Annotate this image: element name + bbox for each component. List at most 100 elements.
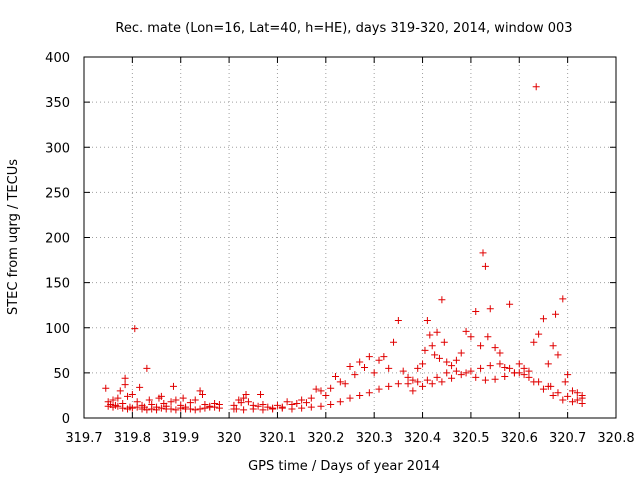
data-point	[104, 402, 112, 410]
data-point	[484, 333, 492, 341]
data-point	[486, 305, 494, 313]
data-point	[124, 405, 132, 413]
data-point	[501, 363, 509, 371]
data-point	[102, 384, 110, 392]
data-point	[179, 394, 187, 402]
data-point	[307, 394, 315, 402]
y-tick-label: 0	[62, 412, 70, 427]
data-point	[254, 402, 262, 410]
data-point	[109, 403, 117, 411]
data-point	[242, 391, 250, 399]
data-point	[293, 400, 301, 408]
data-point	[365, 353, 373, 361]
data-point	[452, 367, 460, 375]
data-point	[486, 362, 494, 370]
data-point	[172, 396, 180, 404]
data-point	[288, 405, 296, 413]
data-point	[443, 369, 451, 377]
data-point	[435, 354, 443, 362]
data-point	[559, 295, 567, 303]
data-point	[138, 405, 146, 413]
data-point	[121, 374, 129, 382]
x-tick-label: 320.1	[259, 431, 296, 446]
data-point	[419, 360, 427, 368]
data-point	[186, 405, 194, 413]
data-point	[128, 391, 136, 399]
data-point	[549, 391, 557, 399]
data-point	[116, 387, 124, 395]
data-point	[109, 396, 117, 404]
data-point	[278, 404, 286, 412]
data-point	[467, 367, 475, 375]
data-point	[198, 391, 206, 399]
data-point	[331, 372, 339, 380]
x-tick-label: 320	[217, 431, 242, 446]
data-point	[394, 317, 402, 325]
data-point	[237, 399, 245, 407]
data-point	[440, 338, 448, 346]
data-point	[167, 398, 175, 406]
data-point	[128, 404, 136, 412]
data-point	[385, 382, 393, 390]
data-point	[336, 378, 344, 386]
x-tick-label: 320.6	[501, 431, 538, 446]
data-point	[414, 364, 422, 372]
data-point	[452, 356, 460, 364]
data-point	[433, 328, 441, 336]
data-point	[157, 392, 165, 400]
data-point	[312, 385, 320, 393]
y-tick-label: 300	[45, 141, 70, 156]
data-point	[124, 392, 132, 400]
data-point	[273, 401, 281, 409]
data-point	[361, 363, 369, 371]
data-point	[426, 331, 434, 339]
data-point	[283, 398, 291, 406]
data-point	[525, 367, 533, 375]
data-point	[121, 381, 129, 389]
data-point	[346, 394, 354, 402]
data-point	[240, 394, 248, 402]
y-tick-label: 200	[45, 232, 70, 247]
data-point	[515, 369, 523, 377]
data-point	[172, 406, 180, 414]
data-point	[496, 349, 504, 357]
data-point	[327, 400, 335, 408]
data-point	[448, 374, 456, 382]
data-point	[561, 378, 569, 386]
data-point	[244, 398, 252, 406]
data-point	[143, 364, 151, 372]
data-point	[472, 373, 480, 381]
data-point	[491, 344, 499, 352]
data-point	[114, 394, 122, 402]
x-tick-label: 320.8	[597, 431, 634, 446]
data-point	[433, 373, 441, 381]
data-point	[564, 371, 572, 379]
data-point	[240, 406, 248, 414]
data-point	[423, 376, 431, 384]
data-point	[462, 369, 470, 377]
data-point	[365, 389, 373, 397]
data-point	[356, 358, 364, 366]
data-point	[457, 349, 465, 357]
data-point	[356, 391, 364, 399]
data-point	[336, 398, 344, 406]
data-point	[462, 327, 470, 335]
data-point	[409, 387, 417, 395]
data-point	[390, 338, 398, 346]
data-point	[298, 396, 306, 404]
data-point	[539, 315, 547, 323]
data-point	[196, 405, 204, 413]
data-point	[525, 373, 533, 381]
data-point	[520, 364, 528, 372]
y-tick-label: 150	[45, 277, 70, 292]
data-point	[501, 372, 509, 380]
data-point	[264, 403, 272, 411]
x-tick-label: 320.4	[404, 431, 441, 446]
data-point	[380, 353, 388, 361]
data-point	[119, 404, 127, 412]
data-point	[177, 404, 185, 412]
x-tick-label: 320.3	[356, 431, 393, 446]
data-point	[472, 308, 480, 316]
data-point	[136, 383, 144, 391]
data-point	[153, 406, 161, 414]
